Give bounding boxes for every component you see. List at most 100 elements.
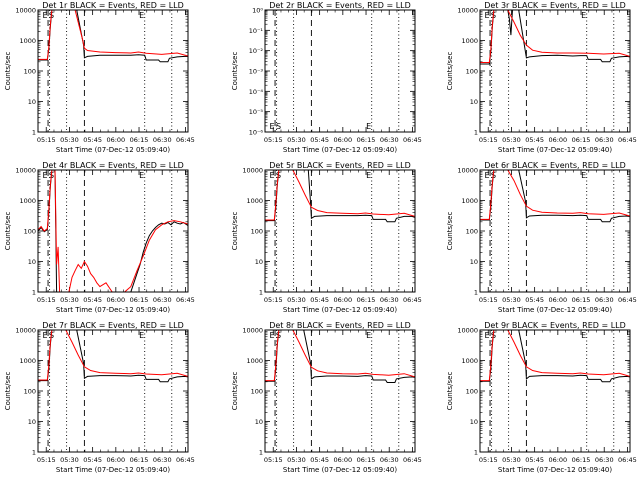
- event-marker-label: E: [139, 331, 144, 340]
- series-line-events: [38, 10, 188, 63]
- y-tick-label: 100: [251, 228, 263, 236]
- plot-frame: [264, 169, 416, 293]
- x-tick-label: 06:45: [618, 456, 637, 464]
- x-tick-label: 06:15: [357, 456, 376, 464]
- y-tick-label: 1: [259, 289, 263, 297]
- x-tick-label: 05:15: [264, 456, 283, 464]
- x-axis-label: Start Time (07-Dec-12 05:09:40): [283, 466, 397, 474]
- x-axis-label: Start Time (07-Dec-12 05:09:40): [283, 306, 397, 314]
- y-axis-label: Counts/sec: [231, 212, 239, 251]
- plot-frame: [479, 329, 631, 453]
- y-axis-label: Counts/sec: [4, 212, 12, 251]
- y-axis-label: Counts/sec: [4, 52, 12, 91]
- x-tick-label: 06:15: [130, 136, 149, 144]
- x-tick-label: 05:15: [37, 136, 56, 144]
- x-tick-label: 05:45: [525, 136, 544, 144]
- series-line-lld: [265, 330, 415, 382]
- y-tick-label: 10: [28, 418, 36, 426]
- panel-title: Det 2r BLACK = Events, RED = LLD: [269, 1, 411, 10]
- event-marker-label: E: [139, 171, 144, 180]
- y-tick-label: 100: [466, 388, 478, 396]
- x-tick-label: 05:30: [287, 456, 306, 464]
- y-tick-label: 1: [32, 449, 36, 457]
- x-tick-label: 05:15: [479, 136, 498, 144]
- series-line-events: [480, 170, 630, 223]
- panel-title: Det 6r BLACK = Events, RED = LLD: [484, 161, 626, 170]
- y-tick-label: 10: [470, 418, 478, 426]
- panel-title: Det 3r BLACK = Events, RED = LLD: [484, 1, 626, 10]
- series-line-lld: [480, 330, 630, 382]
- series-line-events: [265, 170, 415, 223]
- y-tick-label: 10000: [242, 167, 263, 175]
- x-tick-label: 06:00: [548, 296, 567, 304]
- x-tick-label: 06:00: [106, 136, 125, 144]
- event-marker-label: E: [270, 331, 275, 340]
- y-axis-label: Counts/sec: [4, 372, 12, 411]
- panel-det-5r: Det 5r BLACK = Events, RED = LLD Counts/s…: [231, 161, 422, 314]
- x-tick-label: 06:30: [380, 456, 399, 464]
- x-tick-label: 05:45: [83, 136, 102, 144]
- event-marker-label: E: [581, 171, 586, 180]
- x-tick-label: 05:30: [502, 456, 521, 464]
- series-line-lld: [480, 10, 630, 63]
- event-marker-label: E: [270, 122, 275, 131]
- x-axis-label: Start Time (07-Dec-12 05:09:40): [56, 306, 170, 314]
- event-marker-label: E: [485, 331, 490, 340]
- panel-title: Det 7r BLACK = Events, RED = LLD: [42, 321, 184, 330]
- y-tick-label: 10⁻³: [249, 68, 264, 76]
- x-tick-label: 06:45: [403, 296, 422, 304]
- plot-frame: [264, 9, 416, 133]
- y-tick-label: 100: [24, 68, 36, 76]
- x-axis-label: Start Time (07-Dec-12 05:09:40): [498, 306, 612, 314]
- y-axis-label: Counts/sec: [231, 372, 239, 411]
- x-tick-label: 06:15: [572, 296, 591, 304]
- y-tick-label: 10: [255, 418, 263, 426]
- x-tick-label: 06:15: [572, 456, 591, 464]
- event-marker-label: E: [43, 331, 48, 340]
- panel-det-2r: Det 2r BLACK = Events, RED = LLD Counts/s…: [231, 1, 422, 154]
- panel-det-6r: Det 6r BLACK = Events, RED = LLD Counts/s…: [446, 161, 637, 314]
- series-line-events: [480, 330, 630, 383]
- x-tick-label: 05:15: [37, 296, 56, 304]
- x-tick-label: 06:30: [380, 136, 399, 144]
- y-tick-label: 1: [474, 129, 478, 137]
- event-marker-label: E: [581, 11, 586, 20]
- event-marker-label: E: [366, 171, 371, 180]
- y-tick-label: 10000: [457, 327, 478, 335]
- y-tick-label: 10000: [15, 327, 36, 335]
- panel-det-8r: Det 8r BLACK = Events, RED = LLD Counts/s…: [231, 321, 422, 474]
- x-axis-label: Start Time (07-Dec-12 05:09:40): [56, 466, 170, 474]
- y-tick-label: 1000: [19, 37, 36, 45]
- y-tick-label: 1: [32, 129, 36, 137]
- y-axis-label: Counts/sec: [446, 372, 454, 411]
- y-tick-label: 100: [24, 388, 36, 396]
- event-marker-label: E: [139, 11, 144, 20]
- plot-frame: [264, 329, 416, 453]
- x-tick-label: 05:30: [60, 296, 79, 304]
- x-tick-label: 05:30: [287, 296, 306, 304]
- series-line-lld: [480, 170, 630, 220]
- x-axis-label: Start Time (07-Dec-12 05:09:40): [498, 466, 612, 474]
- series-line-lld: [38, 10, 188, 60]
- x-tick-label: 05:45: [310, 296, 329, 304]
- panel-det-4r: Det 4r BLACK = Events, RED = LLD Counts/s…: [4, 161, 195, 314]
- panel-title: Det 1r BLACK = Events, RED = LLD: [42, 1, 184, 10]
- x-tick-label: 06:45: [618, 136, 637, 144]
- x-tick-label: 05:15: [264, 136, 283, 144]
- y-tick-label: 1000: [246, 357, 263, 365]
- y-tick-label: 10: [255, 258, 263, 266]
- x-tick-label: 05:45: [310, 136, 329, 144]
- x-tick-label: 05:30: [60, 136, 79, 144]
- x-tick-label: 05:15: [479, 296, 498, 304]
- y-tick-label: 10000: [242, 327, 263, 335]
- series-line-lld: [265, 170, 415, 221]
- series-line-lld: [38, 330, 188, 381]
- x-tick-label: 06:00: [548, 136, 567, 144]
- x-tick-label: 06:30: [380, 296, 399, 304]
- y-tick-label: 1000: [19, 197, 36, 205]
- plot-frame: [37, 169, 189, 293]
- y-tick-label: 10000: [15, 167, 36, 175]
- y-tick-label: 10: [470, 98, 478, 106]
- x-tick-label: 05:45: [83, 456, 102, 464]
- x-axis-label: Start Time (07-Dec-12 05:09:40): [283, 146, 397, 154]
